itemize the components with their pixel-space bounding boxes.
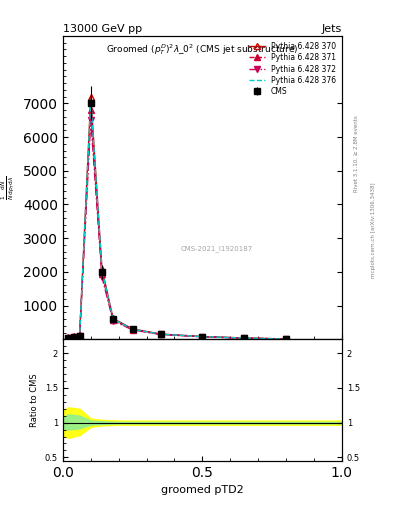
Pythia 6.428 371 — [111, 317, 116, 323]
Pythia 6.428 372 — [111, 318, 116, 324]
Pythia 6.428 371 — [158, 331, 163, 337]
Pythia 6.428 370 — [200, 333, 205, 339]
Pythia 6.428 371 — [77, 333, 82, 339]
Pythia 6.428 371 — [88, 107, 93, 113]
Text: Jets: Jets — [321, 24, 342, 34]
Pythia 6.428 372 — [99, 274, 104, 280]
Pythia 6.428 372 — [130, 327, 135, 333]
Pythia 6.428 376 — [284, 336, 288, 342]
Pythia 6.428 372 — [66, 335, 71, 341]
Pythia 6.428 370 — [99, 266, 104, 272]
Text: 13000 GeV pp: 13000 GeV pp — [63, 24, 142, 34]
Pythia 6.428 370 — [66, 334, 71, 340]
Text: CMS-2021_I1920187: CMS-2021_I1920187 — [180, 245, 252, 252]
Y-axis label: $\frac{1}{N}\frac{\mathrm{d}N}{\mathrm{d}p_T\mathrm{d}\lambda}$: $\frac{1}{N}\frac{\mathrm{d}N}{\mathrm{d… — [0, 175, 17, 200]
Pythia 6.428 371 — [66, 334, 71, 340]
Pythia 6.428 372 — [88, 117, 93, 123]
Pythia 6.428 371 — [72, 333, 76, 339]
Line: Pythia 6.428 372: Pythia 6.428 372 — [66, 117, 289, 342]
X-axis label: groomed pTD2: groomed pTD2 — [161, 485, 244, 495]
Legend: Pythia 6.428 370, Pythia 6.428 371, Pythia 6.428 372, Pythia 6.428 376, CMS: Pythia 6.428 370, Pythia 6.428 371, Pyth… — [247, 39, 338, 98]
Pythia 6.428 376 — [99, 267, 104, 273]
Pythia 6.428 372 — [72, 334, 76, 340]
Pythia 6.428 370 — [111, 315, 116, 322]
Pythia 6.428 370 — [284, 336, 288, 342]
Pythia 6.428 376 — [66, 334, 71, 340]
Line: Pythia 6.428 370: Pythia 6.428 370 — [66, 94, 289, 342]
Pythia 6.428 372 — [284, 336, 288, 342]
Text: Rivet 3.1.10, ≥ 2.8M events: Rivet 3.1.10, ≥ 2.8M events — [354, 115, 359, 192]
Pythia 6.428 371 — [284, 336, 288, 342]
Pythia 6.428 370 — [88, 94, 93, 100]
Pythia 6.428 370 — [130, 326, 135, 332]
Pythia 6.428 372 — [242, 335, 247, 341]
Pythia 6.428 371 — [99, 270, 104, 276]
Pythia 6.428 371 — [242, 335, 247, 341]
Pythia 6.428 371 — [130, 327, 135, 333]
Pythia 6.428 372 — [158, 331, 163, 337]
Pythia 6.428 376 — [111, 316, 116, 322]
Pythia 6.428 370 — [77, 332, 82, 338]
Line: Pythia 6.428 371: Pythia 6.428 371 — [66, 107, 289, 342]
Pythia 6.428 376 — [88, 97, 93, 103]
Y-axis label: Ratio to CMS: Ratio to CMS — [30, 373, 39, 427]
Pythia 6.428 370 — [72, 333, 76, 339]
Pythia 6.428 370 — [242, 335, 247, 341]
Pythia 6.428 376 — [200, 333, 205, 339]
Pythia 6.428 376 — [72, 333, 76, 339]
Pythia 6.428 376 — [158, 331, 163, 337]
Pythia 6.428 370 — [158, 331, 163, 337]
Pythia 6.428 376 — [130, 326, 135, 332]
Pythia 6.428 371 — [200, 334, 205, 340]
Line: Pythia 6.428 376: Pythia 6.428 376 — [68, 100, 286, 339]
Pythia 6.428 372 — [200, 334, 205, 340]
Text: mcplots.cern.ch [arXiv:1306.3438]: mcplots.cern.ch [arXiv:1306.3438] — [371, 183, 376, 278]
Pythia 6.428 376 — [77, 332, 82, 338]
Pythia 6.428 376 — [242, 335, 247, 341]
Text: Groomed $(p_T^D)^2\lambda\_0^2$ (CMS jet substructure): Groomed $(p_T^D)^2\lambda\_0^2$ (CMS jet… — [106, 42, 299, 57]
Pythia 6.428 372 — [77, 333, 82, 339]
